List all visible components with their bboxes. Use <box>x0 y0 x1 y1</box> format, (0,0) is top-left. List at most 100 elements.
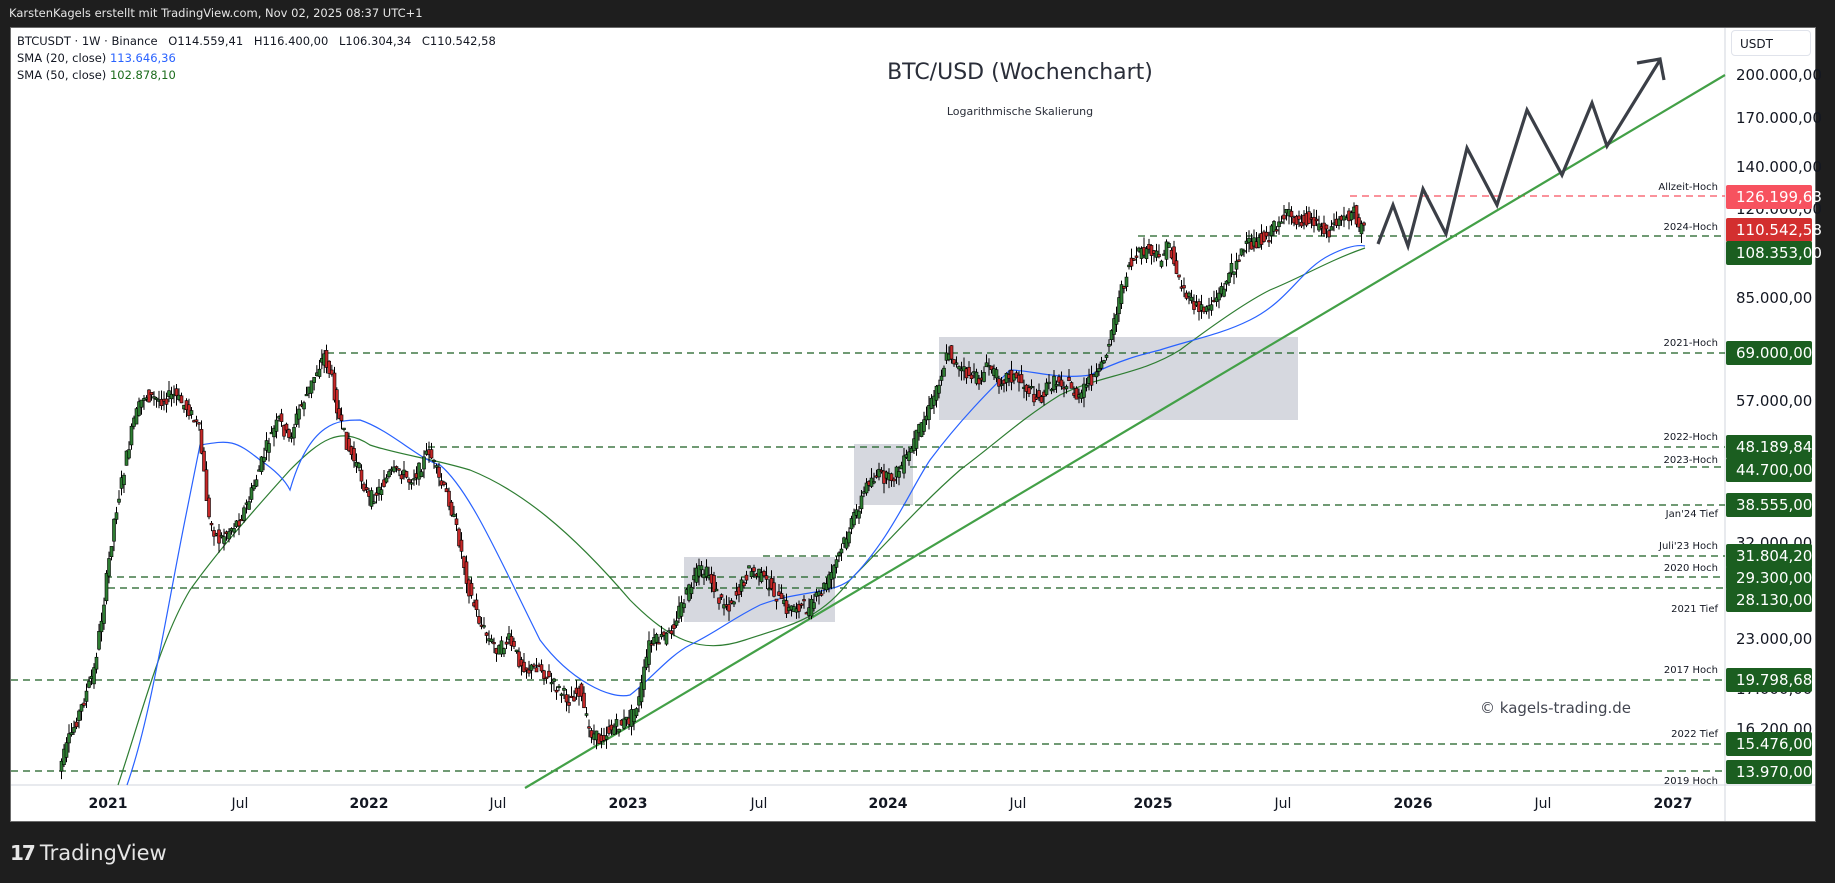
candle-up[interactable] <box>1084 384 1089 388</box>
candle-up[interactable] <box>317 368 322 377</box>
candle-down[interactable] <box>282 425 286 437</box>
candle-up[interactable] <box>642 666 646 690</box>
candle-down[interactable] <box>534 667 539 673</box>
consolidation-box-2024[interactable] <box>939 337 1298 420</box>
candle-up[interactable] <box>304 394 309 397</box>
candle-up[interactable] <box>1229 263 1234 274</box>
candle-up[interactable] <box>112 518 116 542</box>
candle-down[interactable] <box>1192 301 1196 310</box>
candle-down[interactable] <box>517 651 521 667</box>
candle-up[interactable] <box>94 656 99 670</box>
candle-up[interactable] <box>254 479 259 487</box>
candle-up[interactable] <box>1227 272 1231 283</box>
candle-down[interactable] <box>587 726 591 729</box>
candle-up[interactable] <box>1107 343 1111 347</box>
candle-up[interactable] <box>134 408 139 425</box>
candle-down[interactable] <box>1354 205 1359 225</box>
candle-up[interactable] <box>369 490 374 507</box>
sma20-line[interactable] <box>126 244 1366 786</box>
candle-up[interactable] <box>549 682 554 685</box>
candle-up[interactable] <box>502 648 506 655</box>
candle-down[interactable] <box>1289 210 1294 218</box>
candle-up[interactable] <box>102 604 106 624</box>
candle-up[interactable] <box>1272 221 1276 232</box>
candle-up[interactable] <box>994 369 999 379</box>
candle-up[interactable] <box>1119 284 1124 304</box>
candle-down[interactable] <box>212 530 216 537</box>
candle-down[interactable] <box>1314 218 1319 222</box>
candle-down[interactable] <box>712 575 716 593</box>
candle-up[interactable] <box>417 462 421 480</box>
candle-up[interactable] <box>189 410 194 415</box>
candle-down[interactable] <box>332 372 337 401</box>
candle-up[interactable] <box>827 574 831 589</box>
candle-down[interactable] <box>457 528 461 547</box>
candle-up[interactable] <box>84 690 89 702</box>
candle-up[interactable] <box>272 427 276 438</box>
candle-down[interactable] <box>657 642 661 645</box>
candle-down[interactable] <box>459 539 464 552</box>
candle-down[interactable] <box>977 378 981 385</box>
candle-up[interactable] <box>302 402 306 410</box>
candle-up[interactable] <box>859 495 864 510</box>
candle-up[interactable] <box>674 620 679 626</box>
candle-down[interactable] <box>572 696 576 702</box>
candle-down[interactable] <box>1132 258 1136 261</box>
candle-down[interactable] <box>287 429 291 438</box>
candle-up[interactable] <box>1189 296 1194 301</box>
candle-down[interactable] <box>364 487 369 490</box>
candle-down[interactable] <box>1307 211 1311 224</box>
candle-down[interactable] <box>649 643 654 646</box>
candle-up[interactable] <box>939 375 944 381</box>
candle-up[interactable] <box>664 632 669 645</box>
candle-up[interactable] <box>922 419 926 432</box>
candle-down[interactable] <box>492 642 496 645</box>
candle-down[interactable] <box>339 414 344 421</box>
candle-up[interactable] <box>232 528 236 533</box>
candle-down[interactable] <box>337 408 341 419</box>
candle-up[interactable] <box>877 468 881 478</box>
candle-up[interactable] <box>999 383 1004 386</box>
candle-up[interactable] <box>699 565 704 571</box>
candle-up[interactable] <box>634 708 639 717</box>
candle-up[interactable] <box>97 631 101 650</box>
candle-up[interactable] <box>292 427 296 439</box>
candle-up[interactable] <box>914 429 919 449</box>
candle-down[interactable] <box>279 413 284 422</box>
candle-down[interactable] <box>1134 255 1139 258</box>
candle-down[interactable] <box>544 676 549 679</box>
candle-up[interactable] <box>107 558 111 577</box>
candle-down[interactable] <box>204 469 209 501</box>
candle-up[interactable] <box>274 419 279 432</box>
candle-up[interactable] <box>1242 250 1246 253</box>
candle-up[interactable] <box>297 408 301 420</box>
candle-down[interactable] <box>522 661 526 673</box>
candle-up[interactable] <box>617 728 621 733</box>
candle-up[interactable] <box>262 457 266 462</box>
candle-down[interactable] <box>454 518 459 525</box>
candle-down[interactable] <box>1067 376 1071 381</box>
candle-down[interactable] <box>1274 229 1279 232</box>
candle-down[interactable] <box>727 604 731 612</box>
candle-down[interactable] <box>952 359 956 365</box>
trendline[interactable] <box>524 74 1726 789</box>
sma20-row[interactable]: SMA (20, close) 113.646,36 <box>17 50 496 67</box>
candle-up[interactable] <box>384 477 389 483</box>
candle-up[interactable] <box>99 620 104 633</box>
candle-up[interactable] <box>732 601 736 605</box>
candle-up[interactable] <box>127 449 131 459</box>
candle-up[interactable] <box>714 588 719 592</box>
candle-down[interactable] <box>74 721 79 728</box>
candle-down[interactable] <box>969 374 974 379</box>
candle-up[interactable] <box>704 566 709 577</box>
candle-up[interactable] <box>409 482 414 485</box>
candle-down[interactable] <box>779 593 784 599</box>
sma50-row[interactable]: SMA (50, close) 102.878,10 <box>17 67 496 84</box>
candle-down[interactable] <box>437 466 441 478</box>
candle-up[interactable] <box>514 649 519 652</box>
candle-down[interactable] <box>1034 396 1039 400</box>
candle-down[interactable] <box>819 593 824 596</box>
candle-up[interactable] <box>1052 375 1056 391</box>
candle-down[interactable] <box>802 599 806 602</box>
candle-up[interactable] <box>309 380 314 394</box>
